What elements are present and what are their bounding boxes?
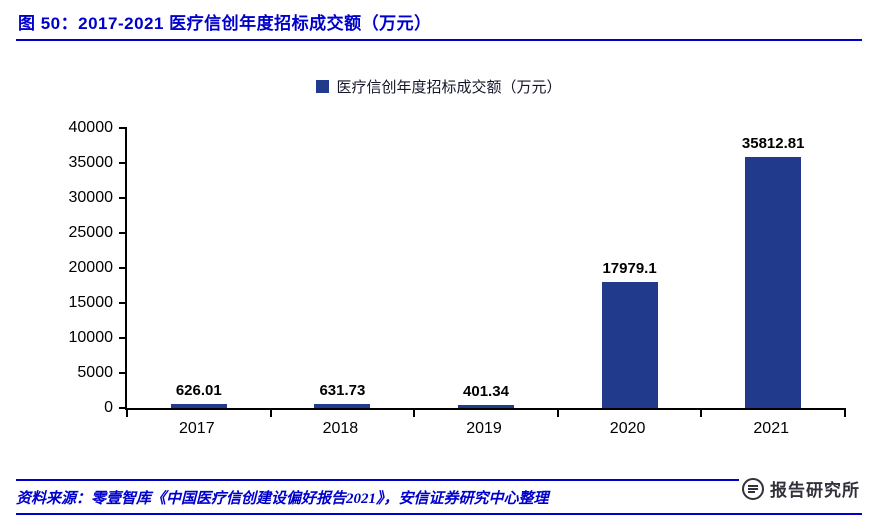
chart-legend: 医疗信创年度招标成交额（万元） — [0, 76, 878, 97]
x-category-label: 2017 — [179, 420, 215, 437]
bar-data-label: 401.34 — [463, 383, 509, 401]
y-tick-label: 0 — [104, 399, 113, 416]
figure-title: 图 50：2017-2021 医疗信创年度招标成交额（万元） — [18, 14, 432, 33]
watermark: 报告研究所 — [739, 476, 862, 501]
y-tick-mark — [119, 337, 127, 339]
y-tick-mark — [119, 407, 127, 409]
y-tick-label: 10000 — [68, 329, 114, 346]
x-tick-mark — [844, 408, 846, 417]
bar-2020 — [601, 282, 658, 408]
x-tick-mark — [413, 408, 416, 417]
y-tick-label: 25000 — [68, 224, 114, 241]
watermark-text: 报告研究所 — [770, 481, 860, 500]
y-tick-label: 30000 — [68, 189, 114, 206]
bar-data-label: 631.73 — [319, 381, 366, 399]
x-tick-mark — [269, 408, 272, 417]
plot-area: 0 5000 10000 15000 20000 25000 30000 35000 40000… — [69, 119, 846, 417]
x-category-label: 2021 — [753, 420, 789, 437]
bar-2017 — [170, 403, 227, 408]
bar-data-label: 35812.81 — [741, 135, 805, 153]
x-tick-mark — [556, 408, 559, 417]
bar-data-label: 17979.1 — [602, 260, 657, 278]
y-tick-label: 15000 — [68, 294, 114, 311]
title-divider — [16, 39, 862, 41]
y-tick-mark — [119, 197, 127, 199]
legend-label: 医疗信创年度招标成交额（万元） — [336, 79, 562, 96]
y-tick-mark — [119, 127, 127, 129]
footer-divider-top — [16, 479, 862, 481]
y-tick-label: 40000 — [68, 119, 114, 136]
y-tick-label: 5000 — [77, 364, 113, 381]
y-tick-mark — [119, 302, 127, 304]
bar-2019 — [458, 405, 514, 408]
bar-2018 — [314, 403, 371, 408]
bar-2021 — [745, 157, 802, 408]
x-tick-mark — [126, 408, 128, 417]
footer-divider-bottom — [16, 513, 862, 515]
institute-logo-icon — [741, 477, 765, 501]
y-tick-mark — [119, 232, 127, 234]
y-tick-mark — [119, 162, 127, 164]
x-tick-mark — [700, 408, 703, 417]
y-tick-mark — [119, 372, 127, 374]
source-note: 资料来源：零壹智库《中国医疗信创建设偏好报告2021》，安信证券研究中心整理 — [16, 491, 549, 507]
x-category-label: 2020 — [609, 420, 646, 437]
x-category-label: 2019 — [466, 420, 502, 437]
y-tick-label: 35000 — [68, 154, 114, 171]
bar-data-label: 626.01 — [175, 381, 222, 399]
y-tick-mark — [119, 267, 127, 269]
legend-swatch-icon — [316, 80, 330, 93]
x-category-label: 2018 — [322, 420, 359, 437]
y-tick-label: 20000 — [68, 259, 114, 276]
x-axis-labels: 2017 2018 2019 2020 2021 — [125, 420, 845, 444]
